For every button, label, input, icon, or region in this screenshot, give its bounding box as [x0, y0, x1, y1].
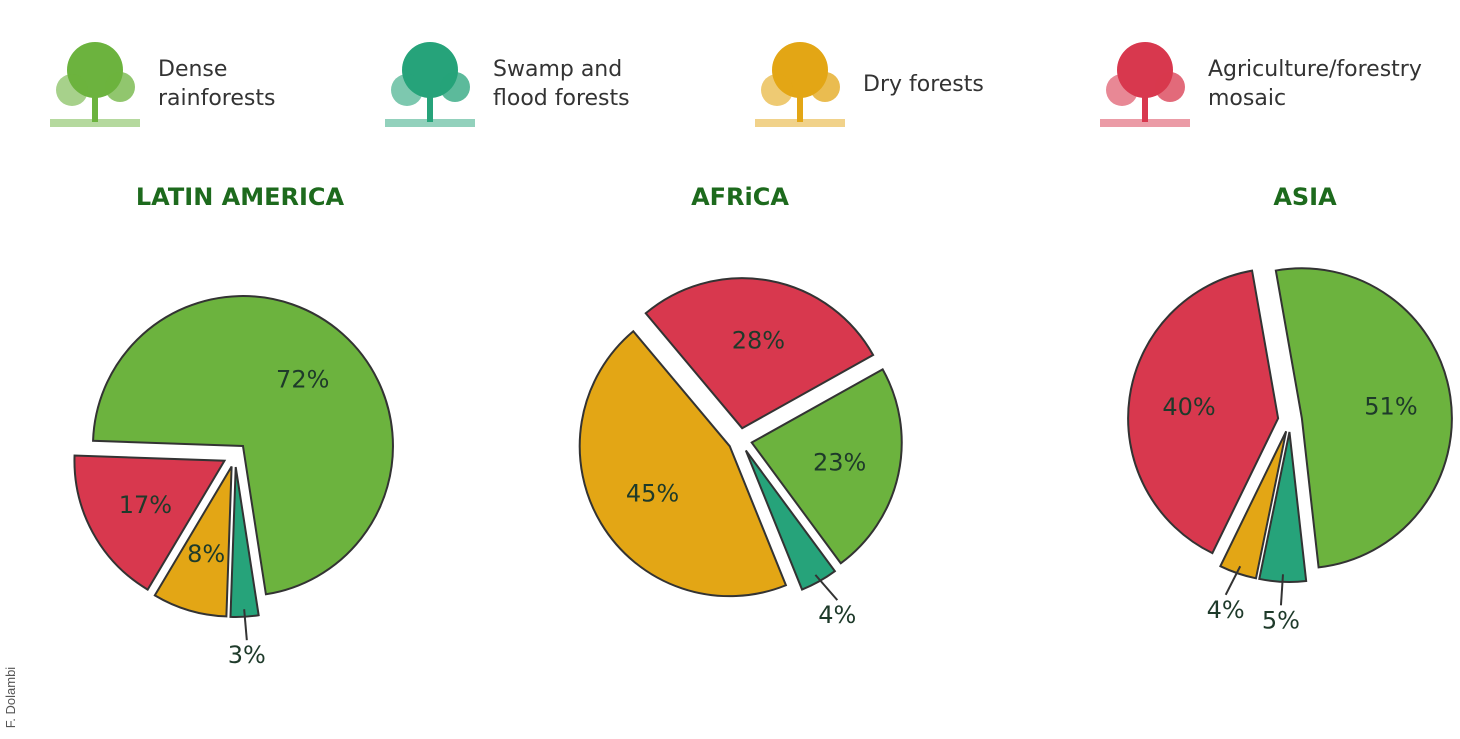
- charts: LATIN AMERICA 72% 3% 8% 17% AFRiCA 28% 23% 4% 45%…: [0, 0, 1460, 739]
- value-label: 51%: [1364, 392, 1417, 420]
- value-label: 4%: [1207, 596, 1245, 624]
- value-label: 17%: [119, 491, 172, 519]
- value-label: 3%: [228, 641, 266, 669]
- value-label: 23%: [813, 449, 866, 477]
- value-label: 45%: [626, 480, 679, 508]
- page: {"legend": [ {"name": "Dense rainforests…: [0, 0, 1460, 739]
- value-label: 8%: [187, 540, 225, 568]
- leader-line: [815, 575, 837, 600]
- credit: F. Dolambi: [3, 667, 18, 728]
- value-label: 72%: [276, 366, 329, 394]
- chart-title: ASIA: [1273, 183, 1337, 211]
- value-label: 4%: [818, 601, 856, 629]
- value-label: 5%: [1262, 606, 1300, 634]
- value-label: 28%: [732, 327, 785, 355]
- chart-title: LATIN AMERICA: [136, 183, 345, 211]
- value-label: 40%: [1162, 393, 1215, 421]
- chart-title: AFRiCA: [691, 183, 789, 211]
